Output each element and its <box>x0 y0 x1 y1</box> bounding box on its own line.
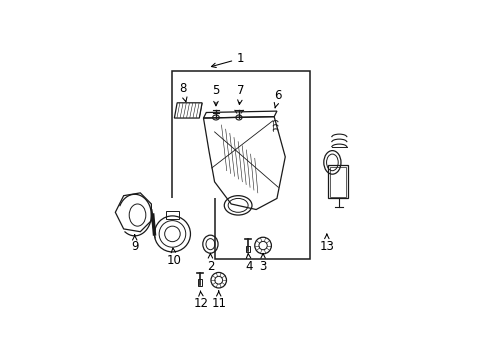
Text: 13: 13 <box>319 234 334 253</box>
Text: 9: 9 <box>131 235 138 253</box>
Text: 3: 3 <box>259 253 266 273</box>
Bar <box>329 167 346 197</box>
Bar <box>198 279 202 286</box>
Text: 1: 1 <box>211 52 244 68</box>
Text: 8: 8 <box>179 82 186 102</box>
Bar <box>165 211 179 219</box>
Text: 10: 10 <box>166 248 182 267</box>
Text: 5: 5 <box>212 84 219 106</box>
Text: 7: 7 <box>237 84 244 104</box>
Text: 11: 11 <box>211 291 226 310</box>
Text: 6: 6 <box>274 89 282 108</box>
Text: 2: 2 <box>206 253 214 273</box>
Bar <box>327 165 347 198</box>
Text: 12: 12 <box>194 291 209 310</box>
Text: 4: 4 <box>245 253 252 273</box>
Bar <box>245 246 249 252</box>
